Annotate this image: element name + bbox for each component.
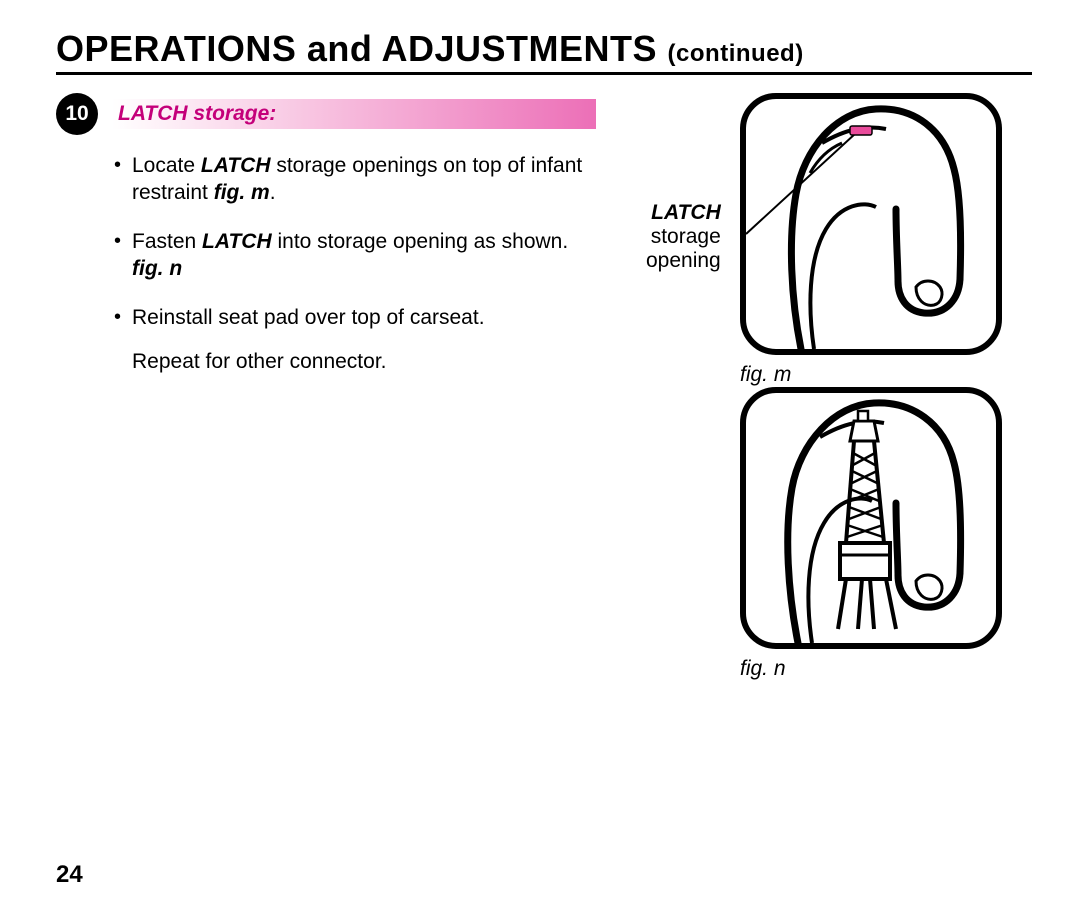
step-header: 10 LATCH storage: <box>56 93 596 135</box>
figure-n-block: fig. n <box>740 387 1032 681</box>
spacer <box>114 349 132 376</box>
page-title: OPERATIONS and ADJUSTMENTS (continued) <box>56 28 804 69</box>
list-item: • Reinstall seat pad over top of carseat… <box>114 305 596 332</box>
figure-m-illustration <box>746 99 996 349</box>
step-number: 10 <box>65 102 88 126</box>
bullet-text: Locate LATCH storage openings on top of … <box>132 153 596 207</box>
footer-line: Repeat for other connector. <box>114 349 596 376</box>
step-number-badge: 10 <box>56 93 98 135</box>
title-continued: (continued) <box>668 40 804 67</box>
page-number: 24 <box>56 861 83 889</box>
text: Fasten <box>132 230 202 253</box>
text: Locate <box>132 154 201 177</box>
list-item: • Fasten LATCH into storage opening as s… <box>114 229 596 283</box>
figure-m-caption: fig. m <box>740 363 1002 387</box>
bullet-text: Reinstall seat pad over top of carseat. <box>132 305 596 332</box>
figure-n-frame <box>740 387 1002 649</box>
repeat-text: Repeat for other connector. <box>132 349 596 376</box>
fig-ref: fig. n <box>132 257 182 280</box>
latch-label-line1: LATCH <box>646 201 721 225</box>
figure-n-illustration <box>746 393 996 643</box>
bullet-dot-icon: • <box>114 305 132 332</box>
content: 10 LATCH storage: • Locate LATCH storage… <box>56 93 1032 681</box>
bullet-dot-icon: • <box>114 153 132 207</box>
step-label-bar: LATCH storage: <box>112 99 596 129</box>
text: Reinstall seat pad over top of carseat. <box>132 306 485 329</box>
text-emph: LATCH <box>201 154 271 177</box>
latch-label-line2: storage <box>646 225 721 249</box>
bullet-dot-icon: • <box>114 229 132 283</box>
right-column: LATCH storage opening <box>616 93 1032 681</box>
left-column: 10 LATCH storage: • Locate LATCH storage… <box>56 93 596 681</box>
figure-n-caption: fig. n <box>740 657 1002 681</box>
latch-label-line3: opening <box>646 249 721 273</box>
title-main: OPERATIONS and ADJUSTMENTS <box>56 28 668 69</box>
fig-ref: fig. m <box>214 181 270 204</box>
page: OPERATIONS and ADJUSTMENTS (continued) 1… <box>0 0 1080 913</box>
text: . <box>270 181 276 204</box>
title-row: OPERATIONS and ADJUSTMENTS (continued) <box>56 28 1032 75</box>
bullet-list: • Locate LATCH storage openings on top o… <box>114 153 596 376</box>
latch-callout-label: LATCH storage opening <box>646 201 721 273</box>
bullet-text: Fasten LATCH into storage opening as sho… <box>132 229 596 283</box>
text-emph: LATCH <box>202 230 272 253</box>
step-label: LATCH storage: <box>118 102 276 126</box>
list-item: • Locate LATCH storage openings on top o… <box>114 153 596 207</box>
figure-m-frame <box>740 93 1002 355</box>
figure-m-block: LATCH storage opening <box>740 93 1032 387</box>
text: into storage opening as shown. <box>272 230 569 253</box>
